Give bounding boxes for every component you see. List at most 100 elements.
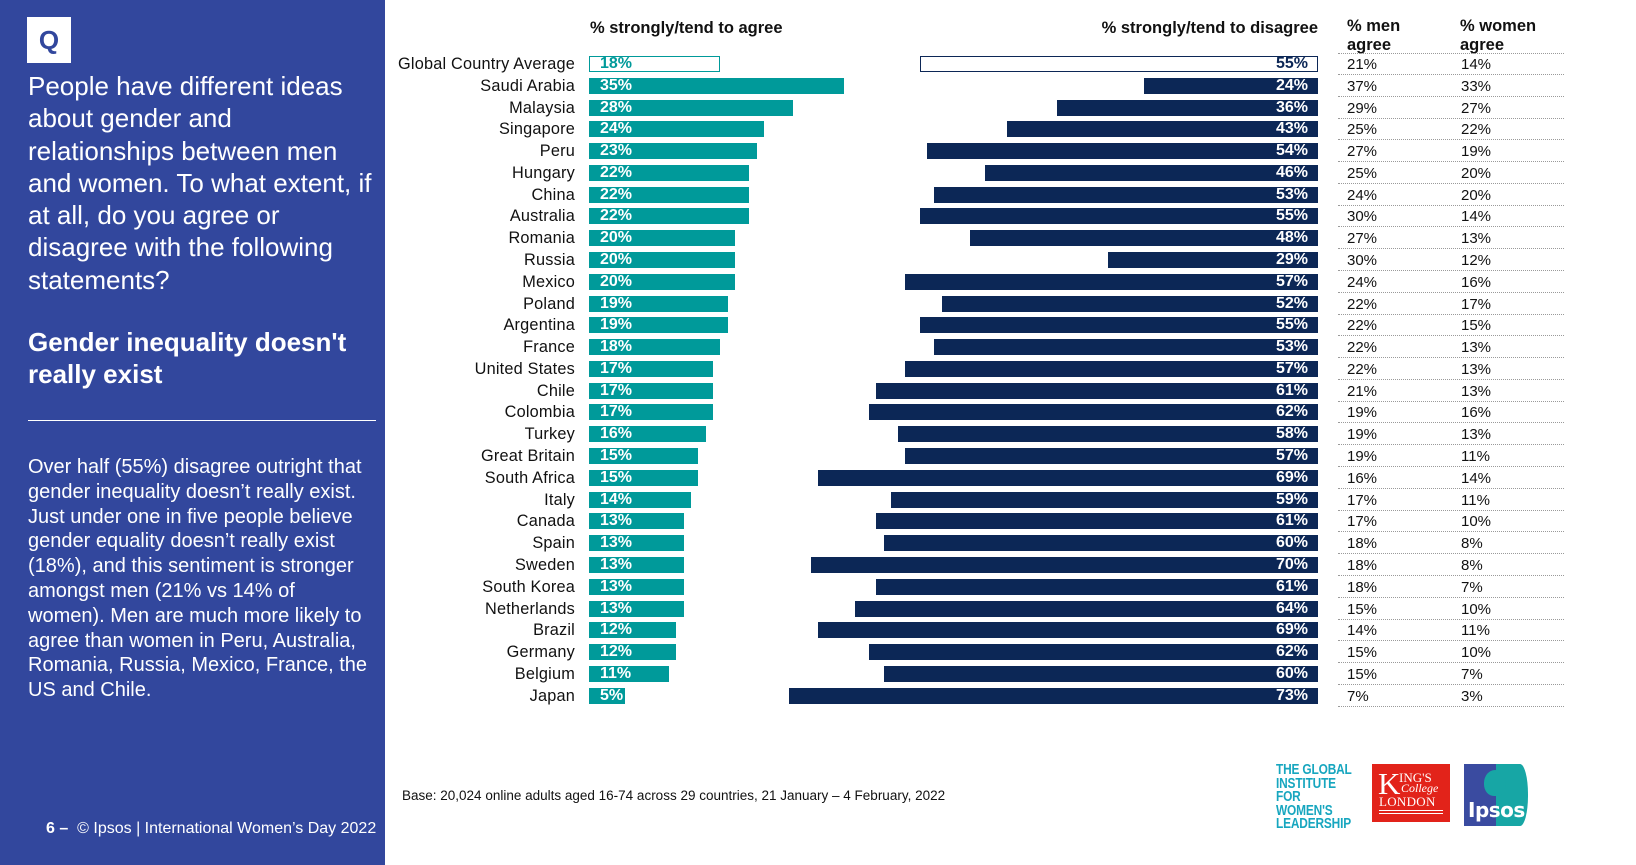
disagree-bar: 73%: [789, 687, 1318, 704]
category-label: China: [531, 185, 575, 204]
disagree-value-label: 60%: [1275, 534, 1308, 552]
men-agree-value: 22%: [1347, 360, 1378, 378]
base-note: Base: 20,024 online adults aged 16-74 ac…: [402, 788, 946, 803]
category-label: Sweden: [514, 555, 575, 574]
agree-bar: 12%: [589, 643, 677, 661]
agree-bar: 18%: [589, 338, 721, 356]
disagree-value-label: 69%: [1275, 621, 1308, 639]
category-label: United States: [474, 359, 575, 378]
women-agree-value: 13%: [1461, 230, 1492, 248]
disagree-value-label: 60%: [1275, 664, 1308, 682]
agree-bar: 13%: [589, 600, 684, 617]
kings-logo-k: K: [1378, 766, 1401, 801]
women-agree-value: 33%: [1461, 77, 1492, 95]
disagree-bar: 57%: [905, 447, 1318, 465]
disagree-bar: 53%: [934, 186, 1318, 203]
category-label: Japan: [529, 686, 575, 705]
disagree-value-label: 24%: [1275, 76, 1308, 94]
kings-logo-rule: [1379, 810, 1443, 811]
disagree-value-label: 61%: [1275, 381, 1308, 399]
agree-value-label: 12%: [600, 621, 633, 639]
women-agree-value: 14%: [1461, 208, 1492, 226]
header-men-agree: % men agree: [1347, 17, 1401, 54]
men-agree-value: 37%: [1347, 77, 1378, 95]
category-label: South Korea: [482, 577, 575, 596]
disagree-value-label: 48%: [1275, 229, 1308, 247]
women-agree-value: 13%: [1461, 382, 1492, 400]
ipsos-logo-head-icon: [1484, 770, 1506, 796]
men-agree-value: 27%: [1347, 230, 1378, 248]
header-disagree: % strongly/tend to disagree: [1101, 19, 1318, 37]
men-agree-value: 17%: [1347, 491, 1378, 509]
agree-bar: 20%: [589, 272, 735, 290]
disagree-bar: 46%: [984, 164, 1318, 181]
disagree-value-label: 36%: [1275, 98, 1308, 116]
agree-value-label: 24%: [600, 120, 633, 138]
category-label: Global Country Average: [398, 55, 575, 73]
women-agree-value: 7%: [1461, 578, 1483, 596]
disagree-bar: 55%: [919, 55, 1318, 72]
agree-bar: 28%: [589, 99, 794, 116]
category-label: Peru: [539, 142, 575, 161]
giwl-logo-line: FOR WOMEN'S: [1276, 789, 1333, 819]
category-label: Canada: [516, 512, 575, 531]
disagree-bar: 55%: [919, 207, 1318, 225]
women-agree-value: 13%: [1461, 339, 1492, 357]
agree-value-label: 22%: [600, 185, 633, 203]
agree-value-label: 17%: [600, 381, 633, 399]
agree-bar: 24%: [589, 120, 764, 138]
row-divider: [1338, 596, 1564, 598]
women-agree-value: 16%: [1461, 273, 1492, 291]
men-agree-value: 30%: [1347, 208, 1378, 226]
men-agree-value: 17%: [1347, 513, 1378, 531]
agree-value-label: 22%: [600, 163, 633, 181]
disagree-value-label: 58%: [1275, 425, 1308, 443]
kings-college-logo: K ING'S College LONDON: [1372, 764, 1450, 822]
women-agree-value: 12%: [1461, 252, 1492, 270]
agree-bar: 23%: [589, 142, 757, 160]
disagree-value-label: 57%: [1275, 272, 1308, 290]
category-label: Australia: [509, 207, 575, 226]
disagree-bar: 24%: [1144, 76, 1318, 94]
giwl-logo-line: THE GLOBAL: [1276, 762, 1352, 778]
agree-bar: 17%: [589, 360, 713, 377]
category-label: Turkey: [524, 425, 575, 444]
men-agree-value: 25%: [1347, 164, 1378, 182]
men-agree-value: 19%: [1347, 448, 1378, 466]
disagree-value-label: 70%: [1275, 555, 1308, 573]
men-agree-value: 19%: [1347, 404, 1378, 422]
agree-value-label: 22%: [600, 207, 633, 225]
disagree-value-label: 55%: [1275, 207, 1308, 225]
agree-value-label: 18%: [600, 54, 633, 72]
disagree-bar: 53%: [934, 338, 1318, 356]
women-agree-value: 15%: [1461, 317, 1492, 335]
disagree-bar: 58%: [898, 425, 1318, 443]
women-agree-value: 14%: [1461, 469, 1492, 487]
agree-bar: 13%: [589, 512, 684, 530]
men-agree-value: 22%: [1347, 317, 1378, 335]
women-agree-value: 27%: [1461, 99, 1492, 117]
category-label: South Africa: [484, 468, 575, 487]
category-label: Hungary: [512, 163, 575, 182]
row-divider: [1338, 662, 1564, 664]
agree-value-label: 13%: [600, 577, 633, 595]
agree-bar: 18%: [589, 54, 721, 72]
disagree-bar: 64%: [854, 599, 1318, 617]
row-divider: [1338, 270, 1564, 272]
agree-value-label: 20%: [600, 272, 633, 290]
agree-bar: 35%: [589, 77, 845, 94]
agree-bar: 15%: [589, 447, 699, 465]
disagree-bar: 57%: [905, 272, 1318, 290]
question-badge: Q: [27, 17, 71, 63]
row-divider: [1338, 313, 1564, 315]
agree-bar: 22%: [589, 207, 750, 225]
disagree-bar: 36%: [1057, 98, 1318, 116]
disagree-value-label: 64%: [1275, 599, 1308, 617]
women-agree-value: 14%: [1461, 56, 1492, 73]
women-agree-value: 13%: [1461, 426, 1492, 444]
women-agree-value: 11%: [1461, 448, 1490, 466]
category-label: Spain: [532, 534, 575, 553]
disagree-bar: 48%: [970, 229, 1318, 247]
disagree-value-label: 62%: [1275, 403, 1308, 421]
row-divider: [1338, 531, 1564, 533]
